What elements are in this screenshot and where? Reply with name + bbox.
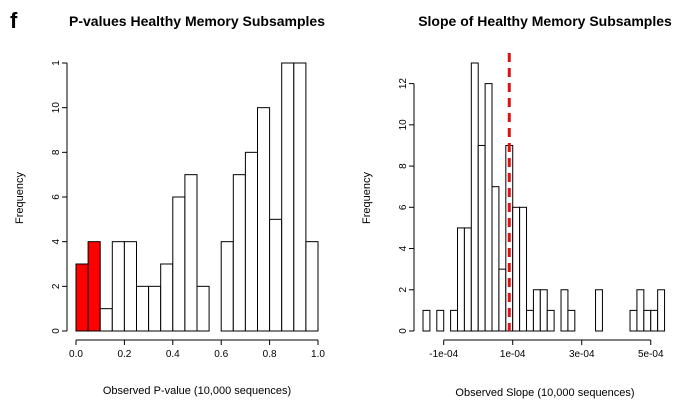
p-value-bar	[281, 62, 295, 332]
p-value-bar	[257, 107, 271, 332]
p-value-x-tick-label: 0.4	[166, 349, 180, 360]
slope-y-tick-label: 8	[398, 163, 409, 169]
p-value-bar	[99, 308, 113, 332]
slope-bar	[539, 289, 548, 332]
slope-bar	[636, 289, 645, 332]
slope-plot-area: -1e-04 1e-04 3e-04 5e-04 0 2 4 6 8 10 12	[398, 53, 666, 360]
p-value-bar	[160, 263, 174, 332]
slope-bar	[526, 309, 534, 332]
slope-y-tick-label: 10	[398, 119, 409, 131]
slope-bar	[546, 309, 555, 332]
slope-bar	[657, 289, 666, 332]
slope-bar	[422, 309, 431, 332]
p-value-bar	[244, 151, 258, 332]
slope-bar	[491, 186, 500, 332]
slope-bar	[650, 309, 659, 332]
slope-y-tick-label: 0	[398, 328, 409, 334]
slope-bar	[484, 83, 493, 332]
slope-histogram-panel: Slope of Healthy Memory Subsamples Obser…	[361, 13, 672, 399]
p-value-x-axis-label: Observed P-value (10,000 sequences)	[103, 385, 291, 397]
p-value-y-tick-label: 8	[51, 149, 62, 155]
slope-y-tick-label: 4	[398, 245, 409, 251]
p-value-y-axis-label: Frequency	[14, 172, 26, 224]
p-value-bar	[184, 174, 198, 332]
p-value-bar	[123, 241, 138, 332]
slope-x-tick-label: -1e-04	[429, 349, 458, 360]
p-value-x-tick-label: 1.0	[311, 349, 325, 360]
p-value-x-tick-label: 0.2	[117, 349, 131, 360]
p-value-bar	[293, 62, 307, 332]
p-value-bar	[148, 285, 162, 332]
slope-bar	[457, 227, 465, 332]
slope-y-axis-label: Frequency	[361, 172, 373, 224]
p-value-bar	[232, 174, 246, 332]
slope-bar	[629, 309, 638, 332]
p-value-y-tick-label: 6	[51, 194, 62, 200]
slope-bar	[512, 206, 521, 332]
p-value-bar	[196, 285, 210, 332]
p-value-y-tick-label: 4	[51, 238, 62, 244]
p-value-x-tick-label: 0.0	[69, 349, 83, 360]
slope-bar	[470, 62, 479, 332]
p-value-bar	[136, 285, 150, 332]
slope-bar	[463, 227, 472, 332]
slope-bar	[498, 268, 507, 332]
slope-bar	[519, 206, 528, 332]
slope-bar	[560, 289, 569, 332]
p-value-bar	[75, 263, 89, 332]
slope-bar	[567, 309, 576, 332]
p-value-bar	[269, 218, 283, 332]
p-value-histogram-panel: P-values Healthy Memory Subsamples Obser…	[14, 13, 325, 397]
p-value-bar	[305, 241, 319, 332]
p-value-y-tick-label: 2	[51, 283, 62, 289]
slope-bar	[450, 309, 459, 332]
slope-x-tick-label: 5e-04	[638, 349, 664, 360]
p-value-y-tick-label: 10	[51, 102, 62, 114]
p-value-bar	[111, 241, 125, 332]
slope-bar	[532, 289, 541, 332]
p-value-x-tick-label: 0.6	[214, 349, 228, 360]
slope-bar	[595, 289, 603, 332]
slope-x-axis-label: Observed Slope (10,000 sequences)	[455, 387, 634, 399]
p-value-bar	[220, 241, 234, 332]
slope-y-tick-label: 12	[398, 78, 409, 90]
slope-bar	[436, 309, 445, 332]
p-value-x-tick-label: 0.8	[263, 349, 277, 360]
p-value-bar	[87, 241, 101, 332]
slope-bar	[477, 144, 486, 332]
panel-letter: f	[10, 8, 18, 33]
p-value-bar	[172, 196, 186, 332]
p-value-y-tick-label: 0	[51, 328, 62, 334]
slope-x-tick-label: 1e-04	[500, 349, 526, 360]
slope-y-tick-label: 2	[398, 287, 409, 293]
p-value-histogram-title: P-values Healthy Memory Subsamples	[69, 13, 325, 29]
slope-y-tick-label: 6	[398, 204, 409, 210]
slope-bar	[643, 309, 652, 332]
p-value-plot-area: 0.0 0.2 0.4 0.6 0.8 1.0 0 2 4 6 8 10 1	[51, 60, 325, 360]
p-value-y-tick-label: 1	[51, 60, 62, 66]
slope-x-tick-label: 3e-04	[569, 349, 595, 360]
slope-histogram-title: Slope of Healthy Memory Subsamples	[418, 13, 672, 29]
